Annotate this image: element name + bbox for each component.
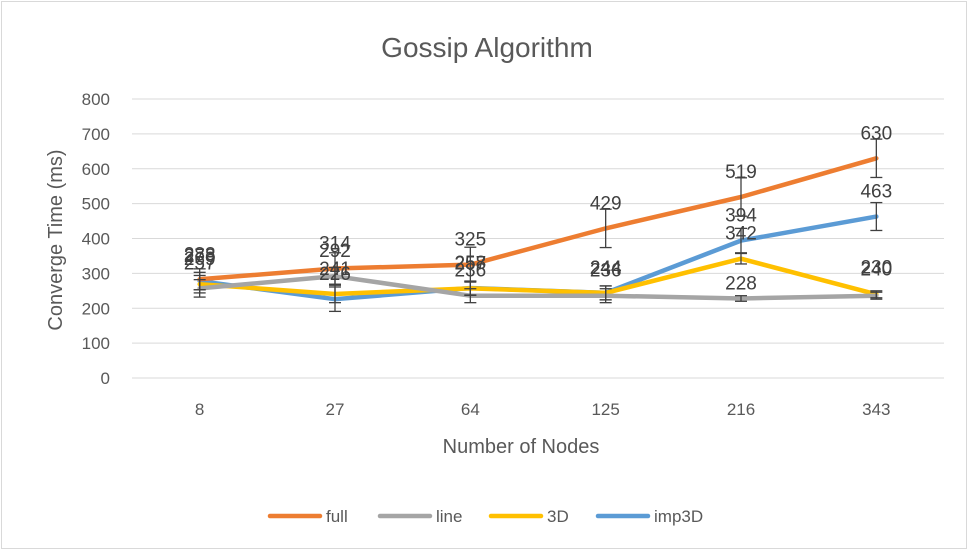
x-tick-label-8: 8 — [195, 400, 204, 419]
data-label-line-125: 236 — [590, 261, 622, 282]
series-line-3D — [197, 256, 879, 297]
x-tick-label-343: 343 — [862, 400, 890, 419]
y-tick-label-100: 100 — [82, 334, 110, 353]
data-label-3D-8: 269 — [184, 249, 216, 270]
error-bar-full-216 — [735, 177, 747, 217]
x-tick-label-64: 64 — [461, 400, 480, 419]
legend-item-line: line — [377, 507, 462, 526]
data-label-imp3D-27: 226 — [319, 264, 351, 285]
legend-item-3D: 3D — [488, 507, 569, 526]
data-label-3D-125: 244 — [590, 258, 622, 279]
legend-label-3D: 3D — [547, 507, 569, 526]
series-line-full — [197, 156, 879, 282]
error-bar-imp3D-216 — [735, 227, 747, 254]
y-tick-label-0: 0 — [101, 369, 110, 388]
y-axis-title: Converge Time (ms) — [45, 149, 67, 330]
y-tick-labels: 0 100 200 300 400 500 600 700 800 — [82, 90, 110, 388]
data-label-imp3D-343: 463 — [860, 182, 892, 203]
x-tick-label-125: 125 — [591, 400, 619, 419]
data-label-full-125: 429 — [590, 193, 622, 214]
error-bar-imp3D-27 — [329, 286, 341, 313]
legend-label-imp3D: imp3D — [654, 507, 703, 526]
y-tick-label-400: 400 — [82, 230, 110, 249]
data-label-line-8: 257 — [184, 253, 216, 274]
error-bar-3D-343 — [870, 290, 883, 299]
x-axis-title: Number of Nodes — [443, 436, 600, 458]
series-line-line — [197, 273, 879, 301]
error-bar-3D-216 — [735, 252, 747, 265]
legend-item-full: full — [267, 507, 348, 526]
data-label-imp3D-8: 278 — [184, 246, 216, 267]
data-label-extra-3D-216: 228 — [725, 274, 757, 295]
y-tick-label-300: 300 — [82, 264, 110, 283]
error-bar-imp3D-64 — [464, 280, 477, 296]
data-label-extra-3D-343: 230 — [860, 257, 892, 278]
chart-title: Gossip Algorithm — [381, 32, 593, 63]
data-label-line-27: 292 — [319, 241, 351, 262]
error-bar-full-343 — [870, 138, 883, 179]
error-bar-imp3D-125 — [599, 285, 612, 301]
x-tick-label-27: 27 — [326, 400, 345, 419]
y-tick-label-700: 700 — [82, 125, 110, 144]
data-label-3D-64: 257 — [454, 253, 486, 274]
data-label-full-27: 314 — [319, 233, 351, 254]
data-label-imp3D-125: 244 — [590, 258, 622, 279]
data-label-3D-216: 342 — [725, 224, 757, 245]
y-tick-label-200: 200 — [82, 299, 110, 318]
legend-item-imp3D: imp3D — [595, 507, 703, 526]
data-label-full-216: 519 — [725, 162, 757, 183]
x-tick-labels: 8 27 64 125 216 343 — [195, 400, 891, 419]
y-tick-label-500: 500 — [82, 195, 110, 214]
error-bar-imp3D-343 — [870, 201, 883, 232]
data-label-full-343: 630 — [860, 123, 892, 144]
error-bar-imp3D-8 — [193, 271, 206, 291]
gridlines — [132, 98, 944, 379]
legend-label-full: full — [326, 507, 348, 526]
legend: full line 3D imp3D — [267, 507, 703, 526]
data-label-3D-343: 240 — [860, 259, 892, 280]
data-label-full-8: 283 — [184, 244, 216, 265]
data-label-line-64: 236 — [454, 261, 486, 282]
data-label-imp3D-216: 394 — [725, 206, 757, 227]
error-bar-full-125 — [599, 208, 612, 249]
data-label-imp3D-64: 258 — [454, 253, 486, 274]
error-bars — [193, 138, 883, 313]
data-label-3D-27: 241 — [319, 259, 351, 280]
data-label-full-64: 325 — [454, 230, 486, 251]
y-tick-label-800: 800 — [82, 90, 110, 109]
y-tick-label-600: 600 — [82, 160, 110, 179]
x-tick-label-216: 216 — [727, 400, 755, 419]
legend-label-line: line — [436, 507, 462, 526]
series-line-imp3D — [197, 214, 879, 302]
series-lines — [197, 156, 879, 302]
error-bar-line-216 — [735, 295, 747, 302]
